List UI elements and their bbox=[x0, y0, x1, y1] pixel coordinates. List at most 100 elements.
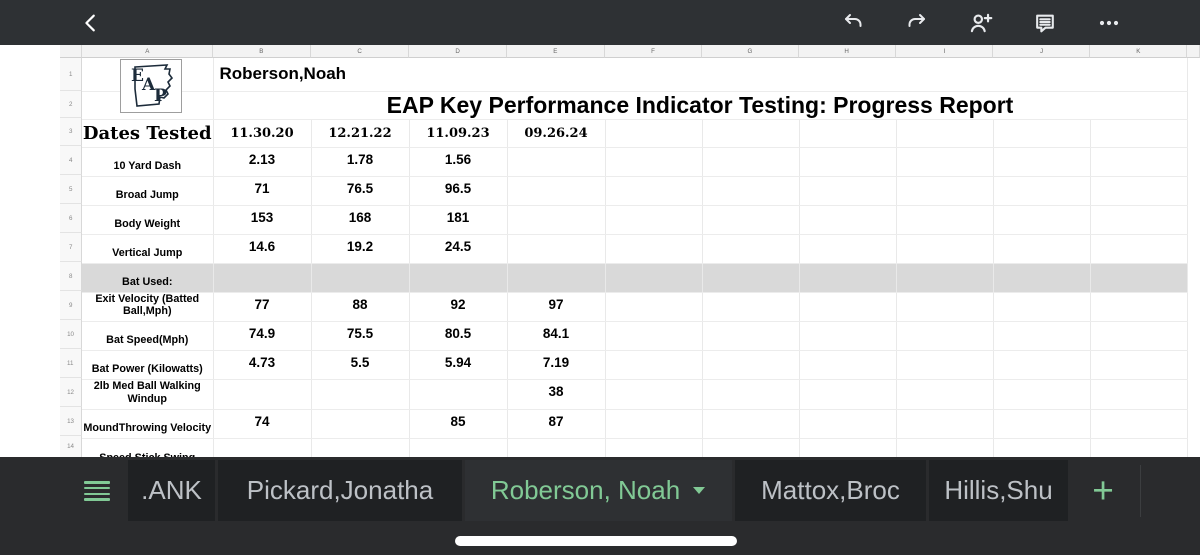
grid-cell[interactable] bbox=[896, 292, 994, 323]
dates-tested-cell[interactable]: Dates Tested bbox=[82, 119, 214, 148]
value-cell[interactable] bbox=[213, 263, 312, 293]
grid-cell[interactable] bbox=[993, 147, 1091, 177]
metric-label-cell[interactable]: Exit Velocity (Batted Ball,Mph) bbox=[82, 292, 214, 323]
value-cell[interactable] bbox=[507, 176, 606, 206]
metric-label-cell[interactable]: MoundThrowing Velocity bbox=[82, 409, 214, 440]
grid-cell[interactable] bbox=[896, 176, 994, 206]
grid-cell[interactable] bbox=[702, 292, 800, 323]
grid-cell[interactable] bbox=[702, 409, 800, 440]
grid-cell[interactable] bbox=[1090, 234, 1188, 264]
value-cell[interactable]: 168 bbox=[311, 205, 410, 235]
corner-cell[interactable] bbox=[60, 45, 82, 58]
grid-cell[interactable] bbox=[702, 263, 800, 293]
grid-cell[interactable] bbox=[702, 321, 800, 352]
value-cell[interactable]: 97 bbox=[507, 292, 606, 323]
row-header-8[interactable]: 8 bbox=[60, 262, 82, 291]
grid-cell[interactable] bbox=[993, 409, 1091, 440]
column-header-B[interactable]: B bbox=[213, 45, 311, 58]
row-header-13[interactable]: 13 bbox=[60, 407, 82, 436]
grid-cell[interactable] bbox=[993, 263, 1091, 293]
sheet-tab-blank[interactable]: .ANK bbox=[128, 460, 215, 521]
grid-cell[interactable] bbox=[702, 176, 800, 206]
add-sheet-button[interactable]: + bbox=[1072, 460, 1134, 521]
value-cell[interactable]: 88 bbox=[311, 292, 410, 323]
value-cell[interactable] bbox=[213, 379, 312, 411]
grid-cell[interactable] bbox=[799, 263, 897, 293]
grid-cell[interactable] bbox=[993, 205, 1091, 235]
column-header-J[interactable]: J bbox=[993, 45, 1090, 58]
column-header-H[interactable]: H bbox=[799, 45, 896, 58]
column-header-I[interactable]: I bbox=[896, 45, 993, 58]
column-header-E[interactable]: E bbox=[507, 45, 605, 58]
value-cell[interactable]: 80.5 bbox=[409, 321, 508, 352]
undo-button[interactable] bbox=[840, 10, 866, 36]
grid-cell[interactable] bbox=[993, 321, 1091, 352]
grid-cell[interactable] bbox=[702, 379, 800, 411]
row-header-2[interactable]: 2 bbox=[60, 91, 82, 118]
grid-cell[interactable] bbox=[1090, 321, 1188, 352]
grid-cell[interactable] bbox=[605, 234, 703, 264]
grid-cell[interactable] bbox=[605, 350, 703, 381]
row-header-12[interactable]: 12 bbox=[60, 378, 82, 407]
value-cell[interactable]: 96.5 bbox=[409, 176, 508, 206]
sheet-tab-hillis[interactable]: Hillis,Shu bbox=[929, 460, 1068, 521]
back-button[interactable] bbox=[78, 10, 104, 36]
grid-cell[interactable] bbox=[896, 409, 994, 440]
value-cell[interactable]: 92 bbox=[409, 292, 508, 323]
value-cell[interactable]: 19.2 bbox=[311, 234, 410, 264]
metric-label-cell[interactable]: 10 Yard Dash bbox=[82, 147, 214, 177]
value-cell[interactable]: 87 bbox=[507, 409, 606, 440]
metric-label-cell[interactable]: Broad Jump bbox=[82, 176, 214, 206]
value-cell[interactable]: 74.9 bbox=[213, 321, 312, 352]
row-header-7[interactable]: 7 bbox=[60, 233, 82, 262]
grid-cell[interactable] bbox=[702, 205, 800, 235]
grid-cell[interactable] bbox=[1090, 119, 1188, 148]
metric-label-cell[interactable]: Body Weight bbox=[82, 205, 214, 235]
grid-cell[interactable] bbox=[993, 234, 1091, 264]
column-header-C[interactable]: C bbox=[311, 45, 409, 58]
grid-cell[interactable] bbox=[605, 147, 703, 177]
metric-label-cell[interactable]: 2lb Med Ball Walking Windup bbox=[82, 379, 214, 411]
add-person-button[interactable] bbox=[968, 10, 994, 36]
date-cell[interactable]: 09.26.24 bbox=[507, 119, 606, 148]
horizontal-scrollbar-handle[interactable] bbox=[455, 536, 737, 546]
value-cell[interactable] bbox=[507, 147, 606, 177]
value-cell[interactable]: 5.5 bbox=[311, 350, 410, 381]
grid-cell[interactable] bbox=[605, 176, 703, 206]
metric-label-cell[interactable]: Bat Power (Kilowatts) bbox=[82, 350, 214, 381]
value-cell[interactable] bbox=[311, 409, 410, 440]
column-header-A[interactable]: A bbox=[82, 45, 213, 58]
all-sheets-button[interactable] bbox=[84, 481, 110, 501]
value-cell[interactable] bbox=[311, 263, 410, 293]
value-cell[interactable]: 77 bbox=[213, 292, 312, 323]
grid-cell[interactable] bbox=[1090, 205, 1188, 235]
grid-cell[interactable] bbox=[799, 176, 897, 206]
row-header-10[interactable]: 10 bbox=[60, 320, 82, 349]
value-cell[interactable]: 14.6 bbox=[213, 234, 312, 264]
grid-cell[interactable] bbox=[1090, 176, 1188, 206]
grid-cell[interactable] bbox=[799, 292, 897, 323]
grid-cell[interactable] bbox=[702, 119, 800, 148]
value-cell[interactable] bbox=[409, 379, 508, 411]
grid-cell[interactable] bbox=[799, 147, 897, 177]
value-cell[interactable]: 74 bbox=[213, 409, 312, 440]
value-cell[interactable]: 24.5 bbox=[409, 234, 508, 264]
grid-cell[interactable] bbox=[605, 409, 703, 440]
grid-cell[interactable] bbox=[896, 147, 994, 177]
grid-cell[interactable] bbox=[799, 234, 897, 264]
metric-label-cell[interactable]: Vertical Jump bbox=[82, 234, 214, 264]
value-cell[interactable] bbox=[311, 379, 410, 411]
row-header-5[interactable]: 5 bbox=[60, 175, 82, 204]
value-cell[interactable]: 4.73 bbox=[213, 350, 312, 381]
value-cell[interactable]: 71 bbox=[213, 176, 312, 206]
value-cell[interactable]: 153 bbox=[213, 205, 312, 235]
grid-cell[interactable] bbox=[896, 321, 994, 352]
sheet-tab-pickard[interactable]: Pickard,Jonatha bbox=[218, 460, 462, 521]
row-header-6[interactable]: 6 bbox=[60, 204, 82, 233]
player-name-cell[interactable]: Roberson,Noah bbox=[213, 58, 1188, 92]
value-cell[interactable]: 85 bbox=[409, 409, 508, 440]
grid-cell[interactable] bbox=[993, 176, 1091, 206]
value-cell[interactable]: 7.19 bbox=[507, 350, 606, 381]
grid-cell[interactable] bbox=[1090, 263, 1188, 293]
value-cell[interactable]: 75.5 bbox=[311, 321, 410, 352]
